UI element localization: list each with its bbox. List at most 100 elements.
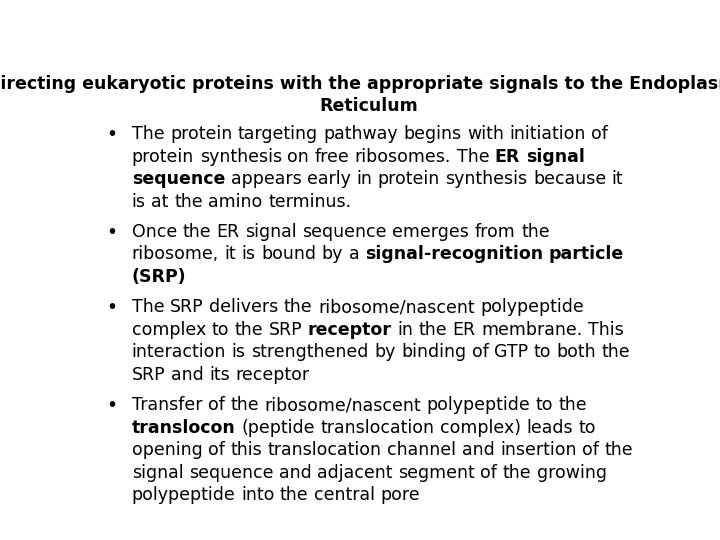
Text: to: to: [578, 418, 595, 437]
Text: both: both: [557, 343, 596, 361]
Text: the: the: [604, 441, 633, 459]
Text: to: to: [536, 396, 553, 414]
Text: initiation: initiation: [510, 125, 586, 143]
Text: sequence: sequence: [189, 464, 274, 482]
Text: terminus.: terminus.: [268, 193, 351, 211]
Text: •: •: [107, 298, 118, 318]
Text: into: into: [241, 486, 274, 504]
Text: and: and: [171, 366, 204, 384]
Text: Transfer: Transfer: [132, 396, 202, 414]
Text: bound: bound: [261, 246, 316, 264]
Text: ribosome,: ribosome,: [132, 246, 219, 264]
Text: to: to: [212, 321, 229, 339]
Text: the: the: [280, 486, 309, 504]
Text: begins: begins: [403, 125, 462, 143]
Text: the: the: [503, 464, 531, 482]
Text: the: the: [174, 193, 203, 211]
Text: sequence: sequence: [132, 170, 225, 188]
Text: of: of: [591, 125, 608, 143]
Text: and: and: [279, 464, 312, 482]
Text: SRP: SRP: [269, 321, 302, 339]
Text: emerges: emerges: [392, 223, 469, 241]
Text: synthesis: synthesis: [199, 147, 282, 166]
Text: polypeptide: polypeptide: [426, 396, 530, 414]
Text: delivers: delivers: [209, 298, 279, 316]
Text: signal: signal: [526, 147, 585, 166]
Text: polypeptide: polypeptide: [132, 486, 235, 504]
Text: and: and: [462, 441, 495, 459]
Text: signal: signal: [132, 464, 184, 482]
Text: The: The: [456, 147, 489, 166]
Text: leads: leads: [526, 418, 572, 437]
Text: of: of: [208, 441, 225, 459]
Text: strengthened: strengthened: [251, 343, 369, 361]
Text: (SRP): (SRP): [132, 268, 186, 286]
Text: of: of: [208, 396, 225, 414]
Text: is: is: [242, 246, 256, 264]
Text: opening: opening: [132, 441, 202, 459]
Text: •: •: [107, 125, 118, 144]
Text: to: to: [534, 343, 551, 361]
Text: sequence: sequence: [302, 223, 387, 241]
Text: a: a: [348, 246, 359, 264]
Text: central: central: [314, 486, 375, 504]
Text: the: the: [559, 396, 588, 414]
Text: in: in: [356, 170, 372, 188]
Text: ribosome/nascent: ribosome/nascent: [264, 396, 421, 414]
Text: ribosome/nascent: ribosome/nascent: [318, 298, 474, 316]
Text: SRP: SRP: [132, 366, 166, 384]
Text: growing: growing: [537, 464, 607, 482]
Text: signal-recognition: signal-recognition: [365, 246, 543, 264]
Text: the: the: [418, 321, 447, 339]
Text: amino: amino: [208, 193, 263, 211]
Text: polypeptide: polypeptide: [480, 298, 584, 316]
Text: complex: complex: [132, 321, 206, 339]
Text: on: on: [287, 147, 309, 166]
Text: signal: signal: [246, 223, 297, 241]
Text: The: The: [132, 125, 164, 143]
Text: of: of: [472, 343, 488, 361]
Text: early: early: [307, 170, 351, 188]
Text: binding: binding: [401, 343, 466, 361]
Text: the: the: [235, 321, 264, 339]
Text: translocation: translocation: [320, 418, 434, 437]
Text: GTP: GTP: [494, 343, 528, 361]
Text: receptor: receptor: [235, 366, 310, 384]
Text: protein: protein: [170, 125, 233, 143]
Text: complex): complex): [440, 418, 521, 437]
Text: membrane.: membrane.: [482, 321, 582, 339]
Text: Directing eukaryotic proteins with the appropriate signals to the Endoplasmic: Directing eukaryotic proteins with the a…: [0, 75, 720, 93]
Text: the: the: [183, 223, 211, 241]
Text: of: of: [582, 441, 599, 459]
Text: Once: Once: [132, 223, 177, 241]
Text: the: the: [284, 298, 312, 316]
Text: this: this: [230, 441, 262, 459]
Text: ER: ER: [453, 321, 476, 339]
Text: synthesis: synthesis: [446, 170, 528, 188]
Text: free: free: [315, 147, 349, 166]
Text: of: of: [480, 464, 498, 482]
Text: interaction: interaction: [132, 343, 226, 361]
Text: channel: channel: [387, 441, 456, 459]
Text: the: the: [521, 223, 550, 241]
Text: protein: protein: [378, 170, 440, 188]
Text: protein: protein: [132, 147, 194, 166]
Text: it: it: [225, 246, 236, 264]
Text: ribosomes.: ribosomes.: [355, 147, 451, 166]
Text: the: the: [602, 343, 630, 361]
Text: particle: particle: [549, 246, 624, 264]
Text: This: This: [588, 321, 624, 339]
Text: its: its: [210, 366, 230, 384]
Text: because: because: [533, 170, 606, 188]
Text: •: •: [107, 223, 118, 242]
Text: ER: ER: [495, 147, 520, 166]
Text: it: it: [612, 170, 624, 188]
Text: translocation: translocation: [268, 441, 382, 459]
Text: is: is: [132, 193, 146, 211]
Text: with: with: [467, 125, 504, 143]
Text: The: The: [132, 298, 164, 316]
Text: Reticulum: Reticulum: [320, 97, 418, 115]
Text: insertion: insertion: [500, 441, 577, 459]
Text: the: the: [230, 396, 259, 414]
Text: SRP: SRP: [170, 298, 204, 316]
